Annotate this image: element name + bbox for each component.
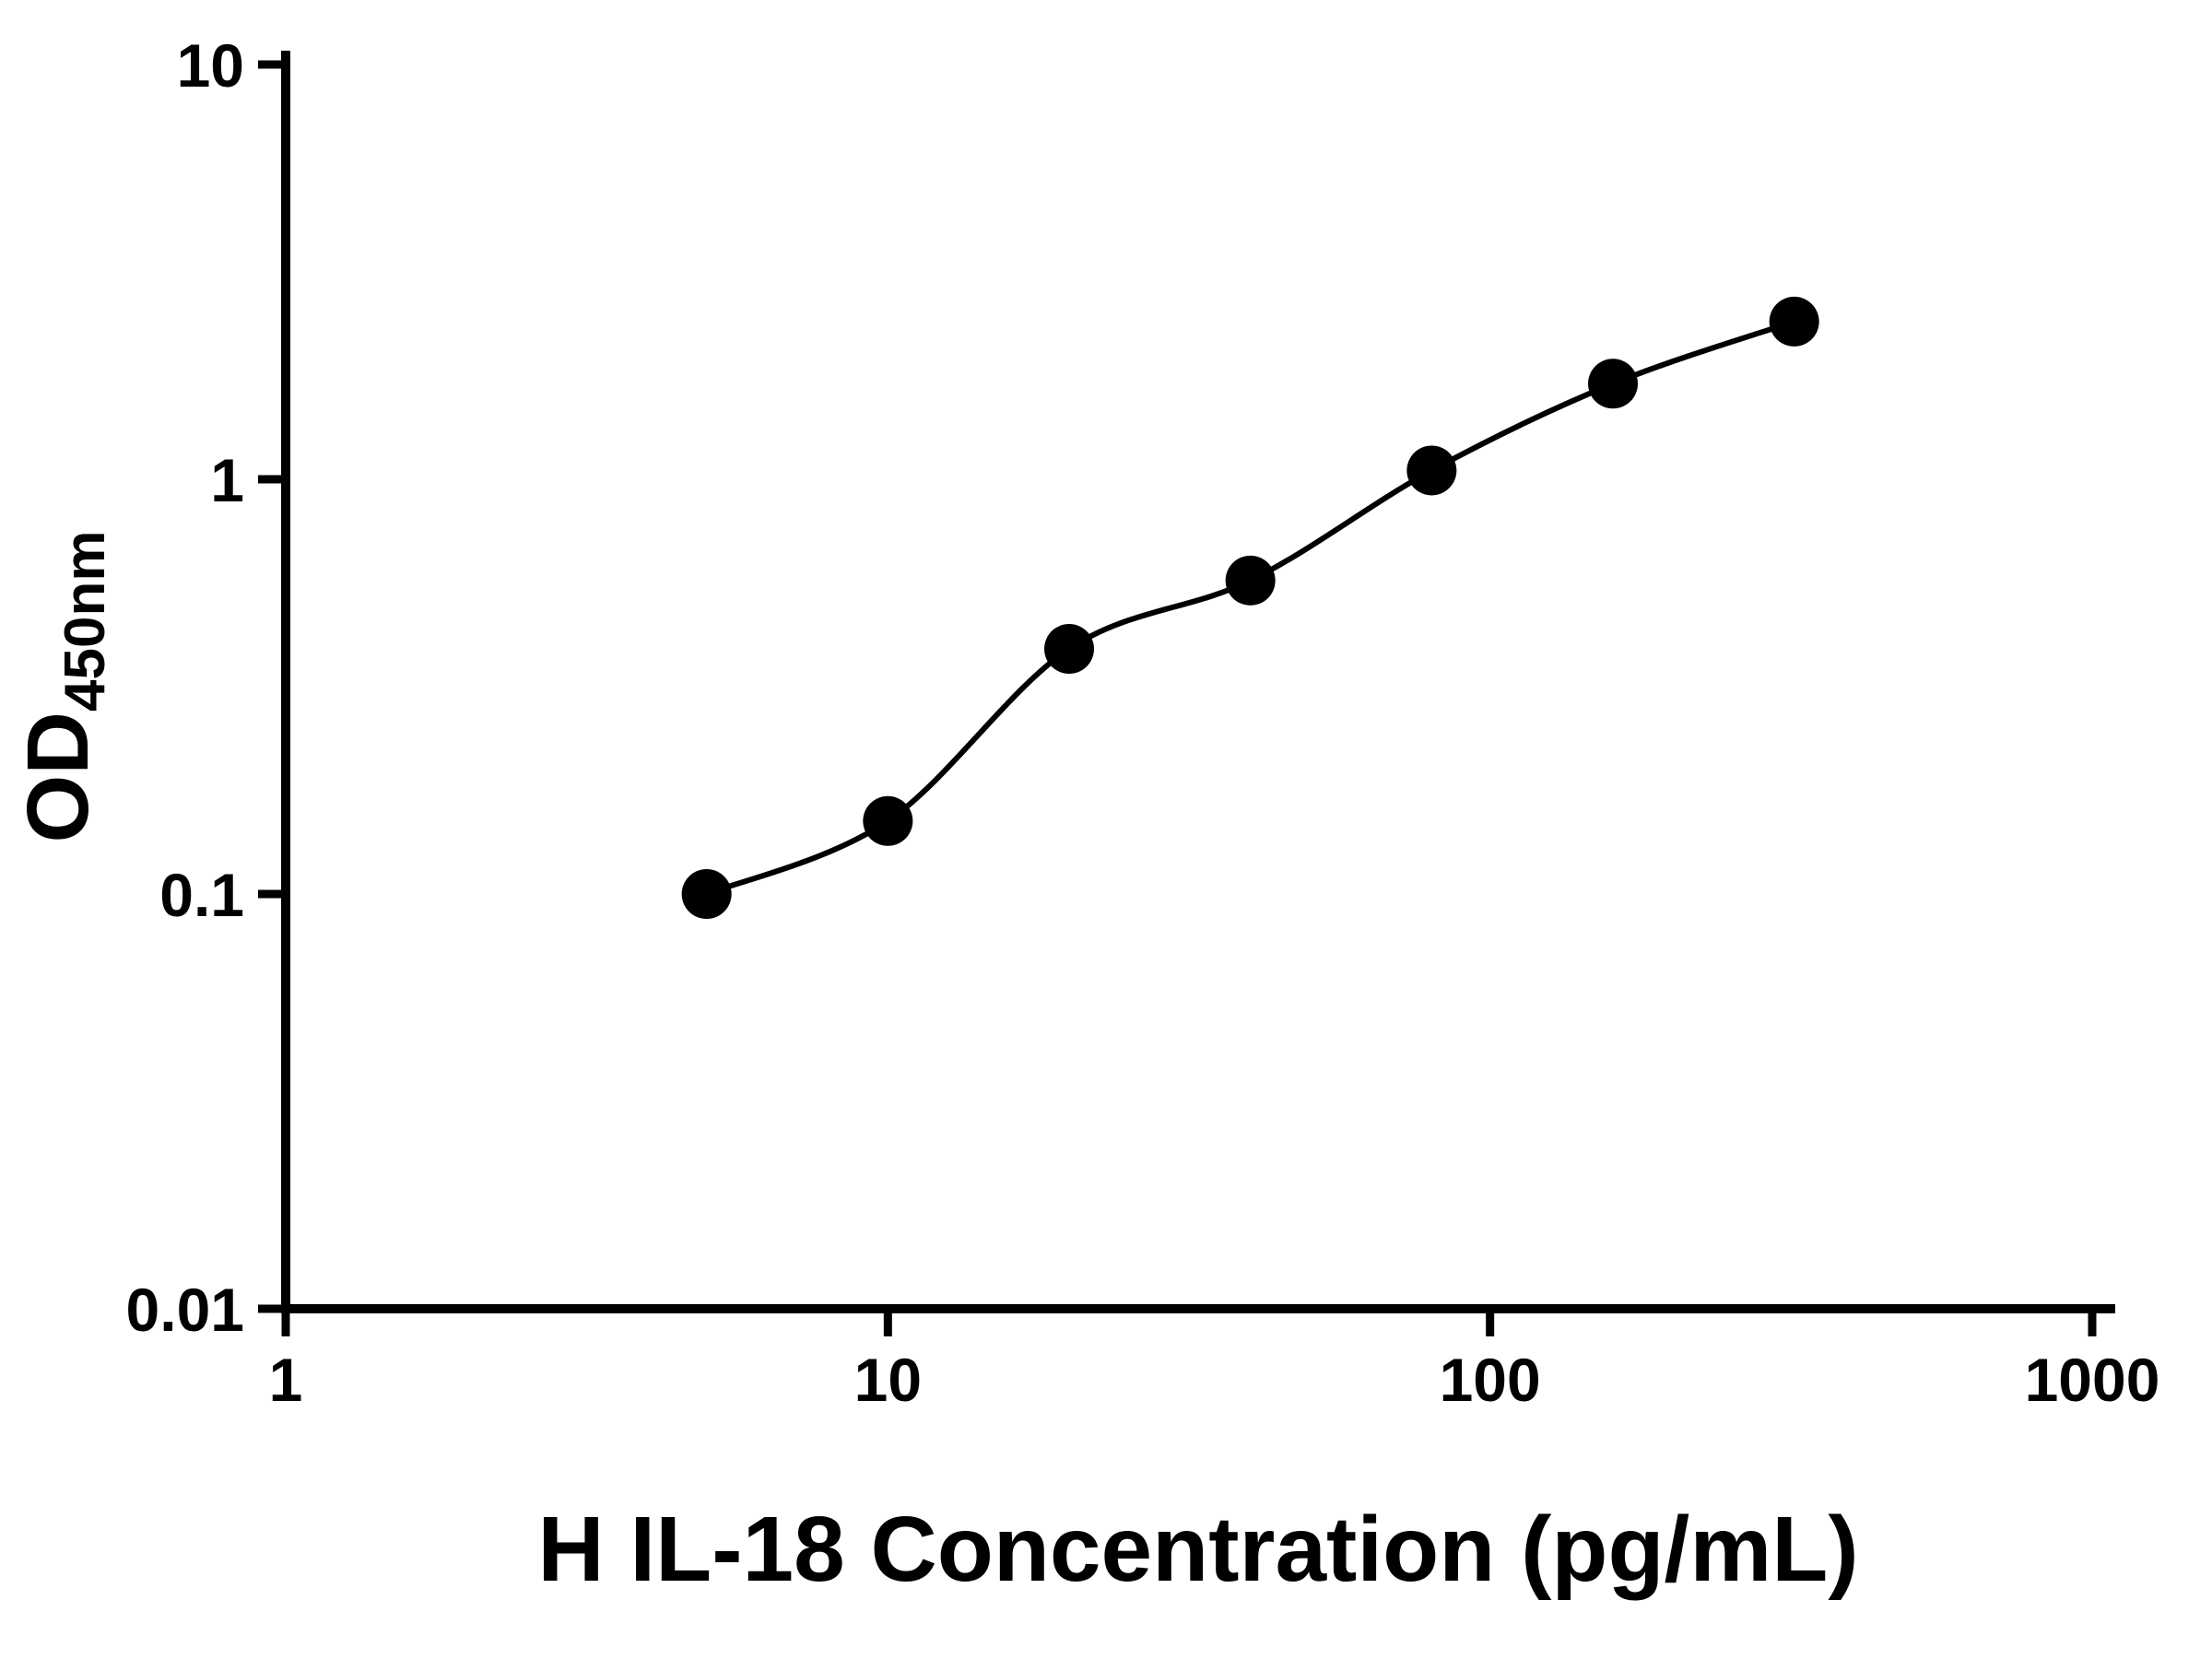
x-axis-title: H IL-18 Concentration (pg/mL) [537, 1498, 1858, 1601]
y-tick-label: 10 [177, 31, 244, 100]
axis-tick-labels: 1 10 100 1000 0.01 0.1 1 10 [126, 31, 2160, 1414]
axis-ticks [258, 60, 2097, 1336]
data-series [681, 296, 1819, 919]
y-axis-title-sub: 450nm [53, 531, 117, 712]
data-point [1769, 296, 1819, 347]
y-tick-label: 0.1 [159, 861, 244, 929]
data-point [1044, 624, 1095, 675]
x-tick-label: 1000 [2025, 1346, 2160, 1414]
y-axis-title: OD450nm [9, 531, 117, 843]
axis-spines [281, 51, 2115, 1313]
axes [281, 51, 2115, 1313]
data-point [1406, 445, 1457, 496]
x-tick-label: 10 [854, 1346, 922, 1414]
y-tick-label: 0.01 [126, 1276, 244, 1344]
y-axis-title-main: OD [9, 712, 107, 843]
y-tick-label: 1 [210, 446, 244, 514]
data-point [863, 795, 913, 846]
data-point [681, 869, 732, 919]
x-tick-label: 1 [269, 1346, 303, 1414]
x-tick-label: 100 [1440, 1346, 1541, 1414]
data-point [1588, 359, 1639, 409]
data-point [1225, 555, 1276, 606]
